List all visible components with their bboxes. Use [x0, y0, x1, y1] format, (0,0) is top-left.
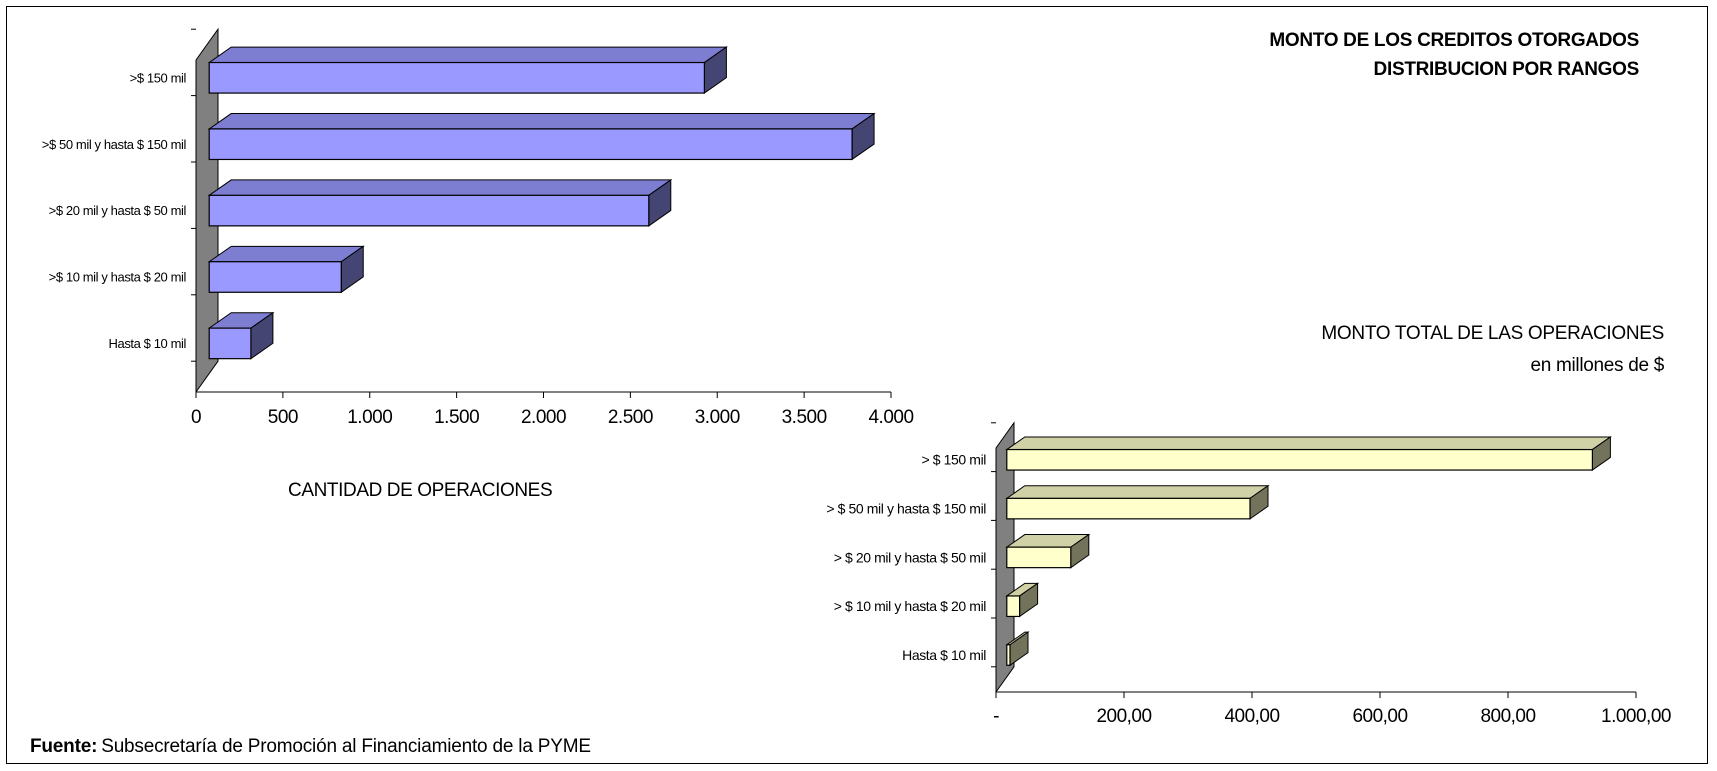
- chart2-x-tick-label: 800,00: [1480, 706, 1535, 727]
- chart2-x-tick-label: 200,00: [1096, 706, 1151, 727]
- chart2-x-tick-label: -: [993, 706, 999, 727]
- chart1-category-label: >$ 150 mil: [130, 70, 187, 85]
- chart2-title: MONTO TOTAL DE LAS OPERACIONES en millon…: [1321, 318, 1664, 382]
- chart1-category-label: >$ 50 mil y hasta $ 150 mil: [42, 137, 187, 152]
- chart1-bar: [208, 327, 252, 360]
- chart2-title-line-1: MONTO TOTAL DE LAS OPERACIONES: [1321, 323, 1664, 344]
- figure-title: MONTO DE LOS CREDITOS OTORGADOS DISTRIBU…: [1269, 26, 1639, 84]
- chart1-x-tick-label: 2.000: [521, 407, 566, 428]
- chart2-x-tick-label: 600,00: [1352, 706, 1407, 727]
- title-line-1: MONTO DE LOS CREDITOS OTORGADOS: [1269, 30, 1639, 51]
- chart2-category-label: Hasta $ 10 mil: [902, 647, 986, 663]
- chart1-bar: [208, 61, 705, 94]
- chart2-bar: [1006, 497, 1251, 520]
- chart2-bar: [1006, 595, 1021, 618]
- chart2-title-line-2: en millones de $: [1530, 355, 1664, 376]
- chart2-bar: [1006, 448, 1593, 471]
- chart1-category-label: >$ 10 mil y hasta $ 20 mil: [49, 270, 187, 285]
- chart2-x-tick-label: 1.000,00: [1601, 706, 1671, 727]
- chart2-bar: [1006, 546, 1072, 569]
- chart2-category-label: > $ 50 mil y hasta $ 150 mil: [826, 501, 986, 517]
- chart1-bar: [208, 261, 342, 293]
- source-text: Subsecretaría de Promoción al Financiami…: [101, 736, 591, 757]
- chart2-bar: [1006, 644, 1011, 666]
- source-label: Fuente:: [30, 736, 98, 757]
- chart1-side-wall: [195, 27, 219, 394]
- chart1-category-label: >$ 20 mil y hasta $ 50 mil: [49, 203, 187, 218]
- chart1-x-tick-label: 1.500: [434, 407, 479, 428]
- chart2-bar-top: [1005, 436, 1612, 451]
- chart1-bar: [208, 194, 650, 227]
- title-line-2: DISTRIBUCION POR RANGOS: [1373, 59, 1640, 80]
- chart1-x-tick-label: 4.000: [868, 407, 913, 428]
- chart2-category-label: > $ 10 mil y hasta $ 20 mil: [834, 598, 987, 614]
- chart2-side-wall: [995, 421, 1015, 694]
- chart1-x-tick-label: 3.500: [782, 407, 827, 428]
- chart1-x-tick-label: 2.500: [608, 407, 653, 428]
- chart1-category-label: Hasta $ 10 mil: [109, 336, 187, 351]
- chart2-bar-top: [1005, 485, 1270, 499]
- chart2-x-tick-label: 400,00: [1224, 706, 1279, 727]
- chart1-x-tick-label: 3.000: [695, 407, 740, 428]
- chart1-x-tick-label: 1.000: [347, 407, 392, 428]
- chart1-x-tick-label: 0: [191, 407, 201, 428]
- source-note: Fuente: Subsecretaría de Promoción al Fin…: [30, 736, 591, 758]
- chart2-category-label: > $ 20 mil y hasta $ 50 mil: [834, 549, 987, 565]
- chart1-x-axis-label: CANTIDAD DE OPERACIONES: [288, 480, 553, 501]
- chart1-x-tick-label: 500: [268, 407, 298, 428]
- chart1-bar: [208, 128, 853, 161]
- chart2-category-label: > $ 150 mil: [922, 452, 987, 468]
- chart-frame: [6, 6, 1708, 764]
